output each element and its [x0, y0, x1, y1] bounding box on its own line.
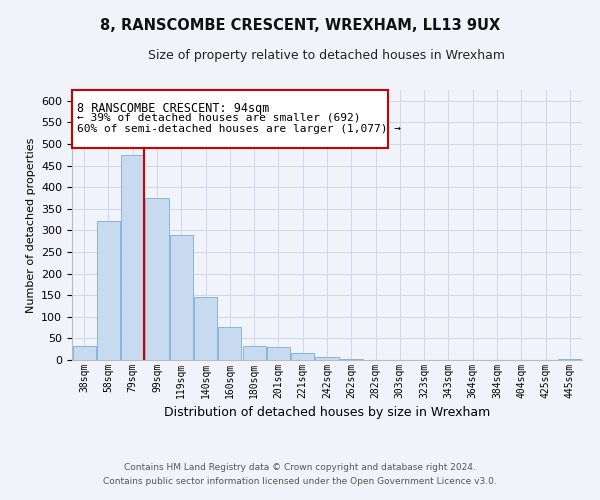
Text: ← 39% of detached houses are smaller (692): ← 39% of detached houses are smaller (69…: [77, 113, 361, 123]
Title: Size of property relative to detached houses in Wrexham: Size of property relative to detached ho…: [149, 50, 505, 62]
Bar: [316, 357, 338, 360]
Bar: [218, 327, 241, 360]
Y-axis label: Number of detached properties: Number of detached properties: [26, 138, 35, 312]
X-axis label: Distribution of detached houses by size in Wrexham: Distribution of detached houses by size …: [164, 406, 490, 420]
Bar: [73, 346, 95, 360]
Bar: [194, 298, 217, 360]
Text: 60% of semi-detached houses are larger (1,077) →: 60% of semi-detached houses are larger (…: [77, 124, 401, 134]
Bar: [170, 234, 193, 360]
Bar: [340, 359, 363, 360]
Bar: [145, 198, 169, 360]
Text: 8 RANSCOMBE CRESCENT: 94sqm: 8 RANSCOMBE CRESCENT: 94sqm: [77, 102, 269, 114]
Bar: [121, 155, 144, 360]
Bar: [559, 358, 581, 360]
Text: Contains HM Land Registry data © Crown copyright and database right 2024.: Contains HM Land Registry data © Crown c…: [124, 464, 476, 472]
Text: 8, RANSCOMBE CRESCENT, WREXHAM, LL13 9UX: 8, RANSCOMBE CRESCENT, WREXHAM, LL13 9UX: [100, 18, 500, 32]
FancyBboxPatch shape: [72, 90, 388, 148]
Bar: [267, 347, 290, 360]
Bar: [291, 353, 314, 360]
Bar: [97, 221, 120, 360]
Bar: [242, 346, 266, 360]
Text: Contains public sector information licensed under the Open Government Licence v3: Contains public sector information licen…: [103, 477, 497, 486]
